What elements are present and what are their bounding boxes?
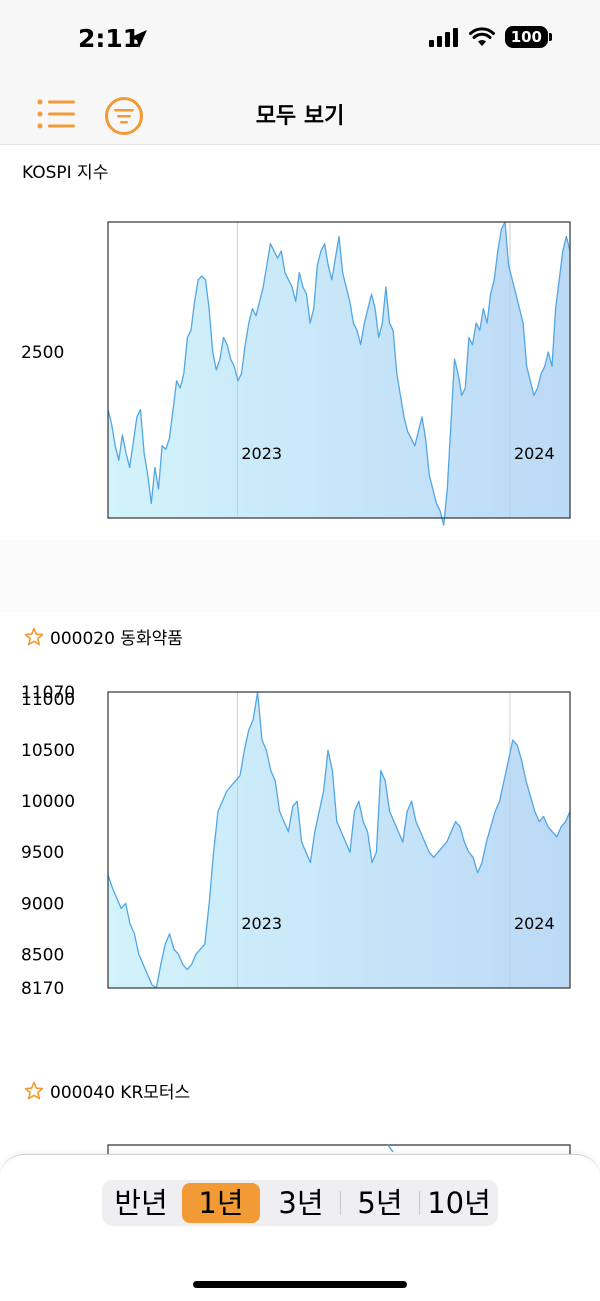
plot-frame (107, 221, 571, 519)
section-divider (0, 540, 600, 612)
filter-icon[interactable] (104, 96, 144, 136)
status-time: 2:11 (78, 24, 141, 53)
battery-indicator: 100 (504, 26, 553, 48)
y-tick-label: 9500 (21, 843, 64, 863)
signal-icon (428, 28, 458, 47)
y-tick-label: 11070 (21, 683, 75, 703)
area-fill (108, 222, 570, 526)
y-tick-label: 11000 (21, 690, 75, 710)
y-tick-label: 8170 (21, 979, 64, 999)
section-title-000020[interactable]: 000020 동화약품 (24, 624, 183, 649)
range-5-years[interactable]: 5년 (357, 1186, 403, 1220)
wifi-icon (468, 27, 495, 46)
status-bar: 2:11 100 (0, 0, 600, 80)
section-title-000040[interactable]: 000040 KR모터스 (24, 1078, 190, 1103)
star-outline-icon[interactable] (24, 627, 44, 647)
y-tick-label: 2500 (21, 343, 64, 363)
chart-kospi[interactable]: 2023 2024 2500 (0, 195, 600, 535)
y-tick-label: 10000 (21, 792, 75, 812)
y-tick-label: 10500 (21, 741, 75, 761)
x-tick-label: 2024 (514, 444, 555, 463)
x-tick-label: 2023 (241, 914, 282, 933)
range-10-years[interactable]: 10년 (427, 1186, 491, 1220)
y-tick-label: 8500 (21, 945, 64, 965)
chart-000040-partial (0, 1140, 600, 1160)
x-tick-label: 2024 (514, 914, 555, 933)
chart-000020[interactable]: 2023 2024 11070 11000 10500 10000 9500 9000 8500… (0, 665, 600, 1005)
location-arrow-icon (129, 30, 147, 48)
area-fill (108, 692, 570, 988)
range-3-years[interactable]: 3년 (278, 1186, 324, 1220)
plot-frame (107, 691, 571, 989)
section-title-kospi: KOSPI 지수 (22, 163, 109, 183)
y-tick-label: 9000 (21, 894, 64, 914)
segment-separator (419, 1191, 420, 1215)
stock-label: 000040 KR모터스 (50, 1083, 191, 1103)
page-title: 모두 보기 (255, 104, 345, 129)
home-indicator (193, 1281, 407, 1288)
star-outline-icon[interactable] (24, 1081, 44, 1101)
segment-separator (340, 1191, 341, 1215)
series-line (107, 221, 571, 526)
stock-label: 000020 동화약품 (50, 629, 183, 649)
series-line (107, 691, 571, 989)
list-icon[interactable] (36, 98, 76, 130)
nav-bar: 모두 보기 (0, 80, 600, 145)
kospi-area-chart: 2023 2024 2500 (21, 221, 571, 526)
range-half-year[interactable]: 반년 (114, 1186, 168, 1220)
x-tick-label: 2023 (241, 444, 282, 463)
bottom-sheet: 반년 1년 3년 5년 10년 (0, 1154, 600, 1301)
range-1-year[interactable]: 1년 (182, 1183, 260, 1223)
time-range-selector: 반년 1년 3년 5년 10년 (102, 1180, 498, 1226)
status-indicators: 100 (428, 26, 553, 48)
